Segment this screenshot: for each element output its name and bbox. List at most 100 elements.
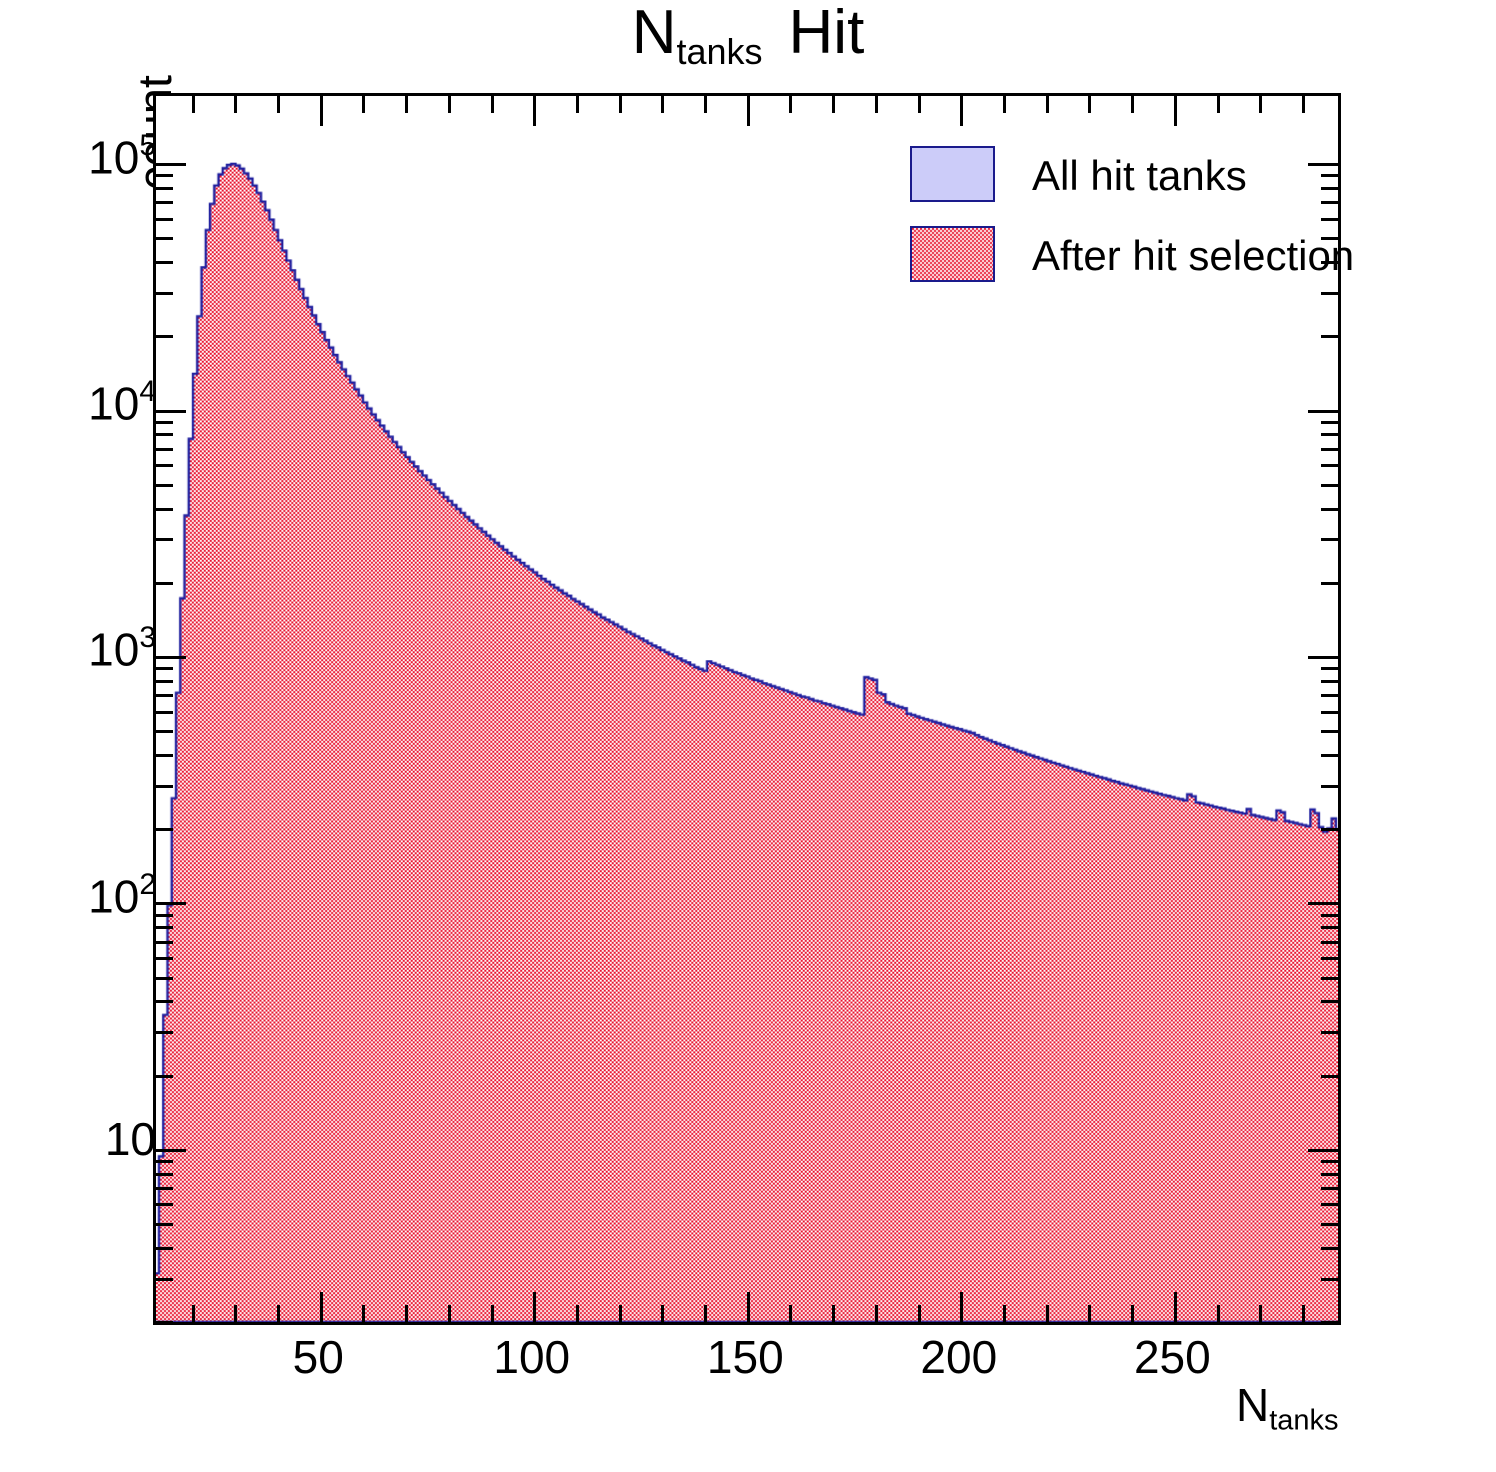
title-subscript: tanks: [676, 30, 763, 72]
x-axis-tick: [362, 96, 366, 113]
y-axis-tick: [1321, 483, 1338, 487]
y-axis-tick: [1321, 1203, 1338, 1207]
y-axis-tick: [1308, 409, 1338, 413]
legend-label-after-hit-selection: After hit selection: [1032, 232, 1355, 279]
y-axis-tick: [1321, 1172, 1338, 1176]
y-axis-tick: [1321, 940, 1338, 944]
y-axis-tick: [156, 1074, 173, 1078]
y-axis-tick: [156, 694, 173, 698]
y-axis-tick: [156, 1186, 173, 1190]
y-axis-tick: [156, 976, 173, 980]
y-axis-tick: [1321, 1321, 1338, 1322]
x-axis-tick: [1131, 1305, 1135, 1322]
x-axis-tick: [1003, 96, 1006, 113]
y-axis-tick: [156, 1203, 173, 1207]
y-axis-tick: [1321, 1000, 1338, 1004]
x-axis-tick: [447, 96, 451, 113]
y-axis-tick: [156, 538, 173, 542]
y-axis-tick: [156, 902, 186, 906]
x-axis-tick: [661, 96, 665, 113]
x-axis-tick: [1216, 1305, 1220, 1322]
legend-swatch-after-hit-selection: [910, 226, 995, 282]
y-axis-tick: [156, 679, 173, 683]
x-axis-tick: [960, 1292, 964, 1322]
y-axis-tick: [1321, 201, 1338, 205]
x-axis-tick: [789, 96, 793, 113]
legend-item-after-hit-selection: After hit selection: [905, 226, 1354, 286]
y-axis-tick: [156, 409, 186, 413]
legend-label-all-hit-tanks: All hit tanks: [1032, 152, 1247, 199]
y-axis-tick: [1321, 1160, 1338, 1164]
y-axis-tick: [1321, 174, 1338, 178]
x-axis-tick: [319, 1292, 323, 1322]
x-axis-tick: [234, 96, 238, 113]
y-axis-tick: [156, 483, 173, 487]
x-axis-tick: [832, 96, 836, 113]
y-axis-tick: [156, 447, 173, 451]
y-axis-tick: [1321, 754, 1338, 758]
x-axis-tick: [277, 96, 281, 113]
y-axis-tick: [156, 1160, 173, 1164]
y-axis-tick: [156, 581, 173, 585]
x-axis-tick: [533, 96, 537, 126]
y-axis-tick: [156, 1246, 173, 1250]
x-axis-tick: [1259, 96, 1263, 113]
y-axis-tick: [1308, 1148, 1338, 1152]
y-axis-tick: [1308, 163, 1338, 167]
x-axis-tick: [874, 96, 878, 113]
y-axis-tick: [1321, 335, 1338, 339]
title-tail: Hit: [788, 0, 865, 67]
y-axis-tick: [1321, 433, 1338, 437]
y-axis-tick: [156, 754, 173, 758]
x-axis-tick: [405, 96, 409, 113]
y-axis-tick: [1321, 913, 1338, 917]
title-main: N: [631, 0, 677, 67]
y-axis-tick-label: 10: [104, 1113, 156, 1166]
x-axis-tick: [917, 1305, 921, 1322]
y-axis-tick: [156, 420, 173, 424]
y-axis-tick-label: 105: [88, 128, 156, 184]
y-axis-tick-label: 102: [88, 867, 156, 923]
y-axis-tick: [156, 1031, 173, 1035]
x-axis-tick: [704, 1305, 708, 1322]
y-axis-tick: [156, 237, 173, 241]
y-axis-tick: [1321, 1031, 1338, 1035]
x-axis-tick: [533, 1292, 537, 1322]
chart-title: Ntanks Hit: [0, 2, 1496, 70]
histogram-plot-area: [156, 96, 1338, 1322]
x-axis-tick: [960, 96, 964, 126]
y-axis-tick: [1321, 187, 1338, 191]
plot-frame: [153, 93, 1341, 1325]
y-axis-tick: [156, 913, 173, 917]
y-axis-tick: [156, 1148, 186, 1152]
y-axis-tick: [156, 261, 173, 265]
x-axis-tick-label: 200: [920, 1331, 998, 1383]
x-axis-tick: [789, 1305, 793, 1322]
x-axis-tick: [618, 96, 622, 113]
x-axis-tick: [1003, 1305, 1006, 1322]
y-axis-tick: [1321, 957, 1338, 961]
x-axis-tick: [917, 96, 921, 113]
y-axis-tick: [156, 730, 173, 734]
y-axis-tick: [1321, 292, 1338, 296]
x-axis-tick: [1131, 96, 1135, 113]
x-axis-label: Ntanks: [1236, 1378, 1339, 1438]
x-axis-tick: [1088, 96, 1092, 113]
x-axis-tick: [319, 96, 323, 126]
x-axis-tick: [191, 1305, 195, 1322]
x-axis-label-subscript: tanks: [1269, 1404, 1339, 1437]
x-axis-tick: [661, 1305, 665, 1322]
x-axis-tick: [1259, 1305, 1263, 1322]
y-axis-tick: [156, 1222, 173, 1226]
y-axis-tick: [1321, 926, 1338, 930]
x-axis-tick: [362, 1305, 366, 1322]
y-axis-tick: [1321, 784, 1338, 788]
x-axis-tick-label: 250: [1133, 1331, 1211, 1383]
y-axis-tick: [1321, 464, 1338, 468]
y-axis-tick: [156, 784, 173, 788]
x-axis-tick: [191, 96, 195, 113]
x-axis-tick: [704, 96, 708, 113]
chart-legend: All hit tanks After hit selection: [905, 146, 1354, 282]
x-axis-tick: [1301, 1305, 1305, 1322]
y-axis-tick-label: 104: [88, 375, 156, 430]
